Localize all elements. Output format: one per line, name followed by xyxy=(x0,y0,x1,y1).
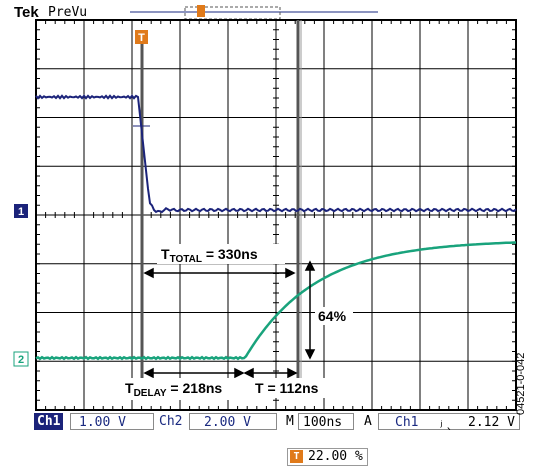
svg-text:T: T xyxy=(138,32,145,44)
trigger-position-readout[interactable]: T 22.00 % xyxy=(287,448,368,466)
acquisition-mode-label: PreVu xyxy=(48,5,88,20)
trigger-level: 2.12 V xyxy=(468,415,515,430)
trigger-source: Ch1 xyxy=(395,415,419,430)
trigger-position-icon: T xyxy=(290,450,303,463)
percent-label: 64% xyxy=(318,308,347,324)
ch2-waveform xyxy=(35,241,516,361)
svg-text:2: 2 xyxy=(18,354,24,366)
trigger-label: A xyxy=(364,414,372,429)
ch1-label[interactable]: Ch1 xyxy=(34,413,64,430)
total-time-label: TTOTAL = 330ns xyxy=(161,246,258,265)
ch2-ground-marker-icon[interactable]: 2 xyxy=(13,351,29,367)
rise-time-label: T = 112ns xyxy=(255,380,319,396)
ch2-scale[interactable]: 2.00 V xyxy=(189,413,277,430)
timebase-value[interactable]: 100ns xyxy=(298,413,354,430)
ch1-ground-marker-icon[interactable]: 1 xyxy=(14,204,28,218)
ch1-waveform xyxy=(35,94,517,214)
trigger-settings[interactable]: Ch1 ⱼˎ 2.12 V xyxy=(378,413,520,430)
trigger-position-value: 22.00 % xyxy=(308,449,363,464)
scope-display: T 1 2 TTOTAL = 330ns 64% TDELAY = 218ns xyxy=(13,5,517,411)
ch2-label[interactable]: Ch2 xyxy=(159,414,183,429)
status-bar: Ch1 1.00 V Ch2 2.00 V M 100ns A Ch1 ⱼˎ 2… xyxy=(34,413,520,430)
record-length-bar xyxy=(130,5,378,20)
falling-edge-icon: ⱼˎ xyxy=(437,415,453,430)
record-trigger-icon xyxy=(197,5,205,17)
delay-time-label: TDELAY = 218ns xyxy=(125,380,222,399)
measurement-arrows xyxy=(143,260,316,379)
trigger-marker-icon[interactable]: T xyxy=(135,30,148,44)
svg-text:1: 1 xyxy=(18,206,24,218)
ch1-scale[interactable]: 1.00 V xyxy=(70,413,154,430)
figure-id: 04521-0-042 xyxy=(515,352,527,415)
brand-label: Tek xyxy=(14,4,39,21)
graticule xyxy=(35,19,517,411)
timebase-label: M xyxy=(286,414,294,429)
